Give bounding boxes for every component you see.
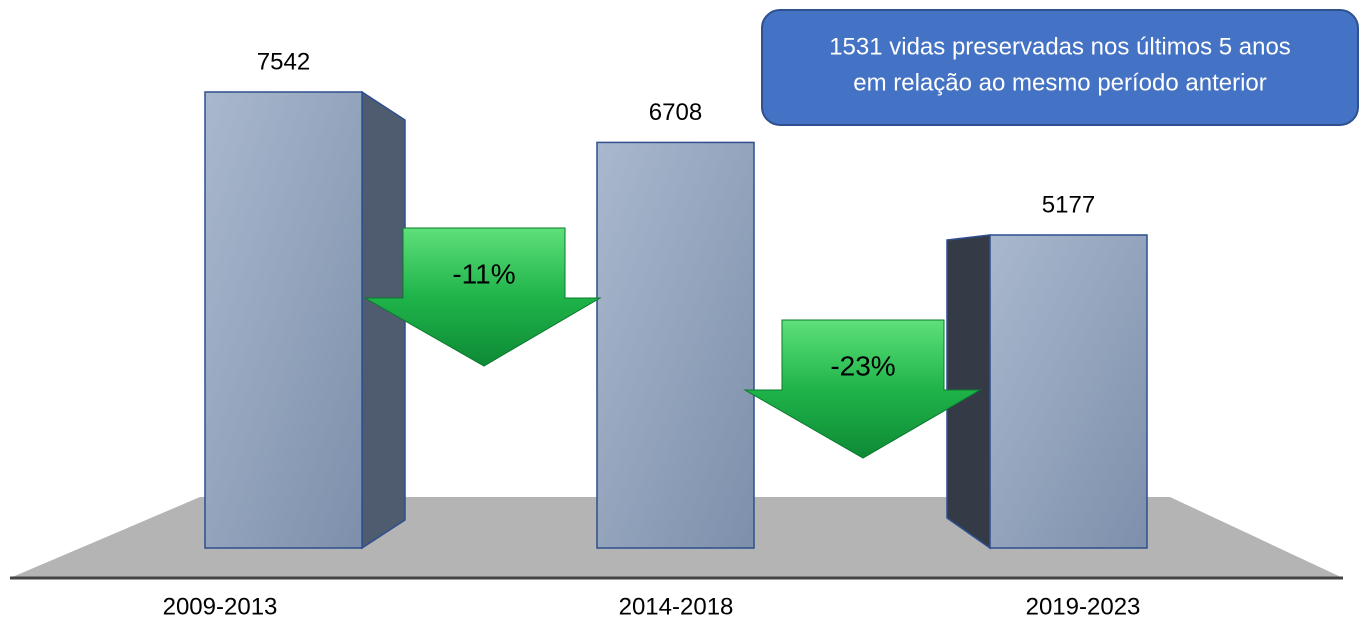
arrows: -11% -23% — [363, 227, 982, 459]
callout-text: 1531 vidas preservadas nos últimos 5 ano… — [829, 33, 1291, 60]
value-label: 5177 — [1042, 191, 1095, 218]
bar — [596, 141, 755, 549]
arrow — [743, 319, 982, 459]
value-label: 6708 — [649, 99, 702, 126]
bar-side — [361, 90, 406, 550]
callout-text: em relação ao mesmo período anterior — [853, 69, 1267, 96]
bar — [204, 91, 363, 549]
arrow-label: -23% — [830, 350, 895, 381]
x-tick-label: 2019-2023 — [1026, 593, 1141, 620]
bars: 7542 6708 5177 — [204, 48, 1148, 550]
callout-box — [761, 9, 1359, 126]
bar — [989, 234, 1148, 549]
arrow-label: -11% — [452, 258, 515, 289]
x-tick-label: 2009-2013 — [163, 593, 278, 620]
arrow — [363, 227, 602, 367]
x-tick-label: 2014-2018 — [619, 593, 734, 620]
value-label: 7542 — [257, 48, 310, 75]
